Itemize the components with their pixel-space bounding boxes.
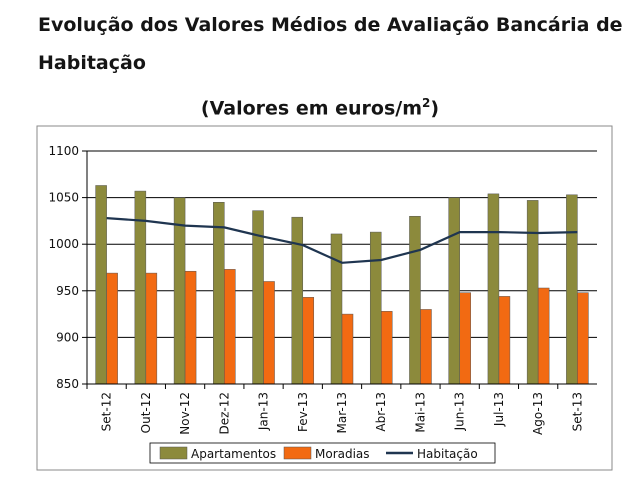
x-tick-label: Fev-13 <box>296 392 310 432</box>
x-tick-label: Abr-13 <box>374 392 388 432</box>
y-tick-label: 900 <box>56 330 79 344</box>
bar-moradias-nov-12 <box>184 270 197 385</box>
bar-apartamentos-mai-13 <box>409 215 421 385</box>
bar-moradias-out-12 <box>145 272 158 385</box>
y-axis-ticks: 850 900 950 1000 1050 1100 <box>48 144 87 391</box>
legend-swatch-apartamentos <box>159 446 188 460</box>
x-tick-label: Jun-13 <box>453 392 467 431</box>
bar-apartamentos-mar-13 <box>330 233 343 385</box>
x-tick-label: Out-12 <box>139 392 153 433</box>
y-tick-label: 1000 <box>48 237 79 251</box>
bar-moradias-ago-13 <box>537 287 550 385</box>
bar-moradias-set-13 <box>577 292 589 385</box>
bar-apartamentos-abr-13 <box>369 231 382 385</box>
x-tick-label: Nov-12 <box>178 392 192 435</box>
heading-line-1: Evolução dos Valores Médios de Avaliação… <box>38 14 623 36</box>
habitacao-line-group <box>106 217 578 264</box>
chart-frame <box>36 125 613 471</box>
bar-moradias-fev-13 <box>302 297 315 385</box>
bar-apartamentos-dez-12 <box>213 202 225 385</box>
bar-moradias-jan-13 <box>263 281 275 385</box>
line-habitacao <box>106 217 578 264</box>
x-tick-label: Jan-13 <box>257 392 271 431</box>
x-tick-label: Jul-13 <box>492 392 506 427</box>
bar-moradias-jul-13 <box>498 296 511 385</box>
page-heading: Evolução dos Valores Médios de Avaliação… <box>38 6 638 82</box>
chart-title: (Valores em euros/m2) <box>0 96 640 119</box>
axes <box>86 151 597 385</box>
bar-moradias-mar-13 <box>341 313 354 385</box>
y-tick-label: 850 <box>56 377 79 391</box>
bar-apartamentos-ago-13 <box>526 200 539 385</box>
y-tick-label: 950 <box>56 284 79 298</box>
x-axis-ticks: Set-12 Out-12 Nov-12 Dez-12 Jan-13 Fev-13 Mar-… <box>86 384 584 435</box>
legend-label-apartamentos: Apartamentos <box>191 447 276 461</box>
legend-label-habitacao: Habitação <box>417 447 478 461</box>
bar-apartamentos-jul-13 <box>487 193 500 385</box>
bar-moradias-set-12 <box>106 272 118 385</box>
bar-apartamentos-set-13 <box>566 194 578 385</box>
y-tick-label: 1050 <box>48 191 79 205</box>
bars <box>95 185 589 385</box>
bar-moradias-mai-13 <box>420 309 432 385</box>
legend-box <box>149 442 496 464</box>
bar-moradias-dez-12 <box>224 269 236 385</box>
bar-apartamentos-set-12 <box>95 185 107 385</box>
chart-title-text: (Valores em euros/m <box>200 97 423 120</box>
legend: Apartamentos Moradias Habitação <box>149 442 496 464</box>
x-tick-label: Ago-13 <box>531 392 545 435</box>
y-tick-label: 1100 <box>48 144 79 158</box>
x-tick-label: Mai-13 <box>413 392 427 433</box>
bar-moradias-jun-13 <box>459 292 471 385</box>
legend-label-moradias: Moradias <box>315 447 370 461</box>
x-tick-label: Mar-13 <box>335 392 349 433</box>
chart-title-superscript: 2 <box>422 96 431 110</box>
x-tick-label: Dez-12 <box>217 392 231 435</box>
chart-title-suffix: ) <box>430 97 440 120</box>
x-tick-label: Set-12 <box>100 392 114 431</box>
legend-swatch-moradias <box>283 446 312 460</box>
bar-apartamentos-jun-13 <box>448 197 460 385</box>
heading-line-2: Habitação <box>38 52 146 74</box>
bar-moradias-abr-13 <box>380 311 393 385</box>
x-tick-label: Set-13 <box>570 392 584 431</box>
